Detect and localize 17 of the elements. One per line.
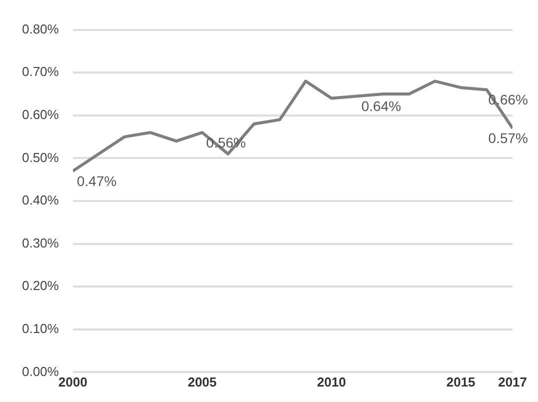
x-tick-label: 2015 xyxy=(446,374,476,390)
annotation: 0.64% xyxy=(361,98,402,114)
y-tick-label: 0.20% xyxy=(22,278,60,294)
x-tick-label: 2010 xyxy=(317,374,346,390)
x-tick-label: 2000 xyxy=(58,374,88,390)
y-tick-label: 0.30% xyxy=(22,235,60,250)
y-tick-label: 0.10% xyxy=(22,320,60,336)
y-tick-label: 0.70% xyxy=(22,64,60,80)
y-tick-label: 0.60% xyxy=(22,106,60,122)
y-tick-label: 0.00% xyxy=(22,364,60,379)
y-tick-label: 0.40% xyxy=(22,192,60,208)
y-tick-label: 0.50% xyxy=(22,150,60,165)
x-tick-label: 2017 xyxy=(498,374,527,390)
x-tick-label: 2005 xyxy=(188,374,217,390)
annotation: 0.57% xyxy=(488,130,528,146)
y-tick-label: 0.80% xyxy=(22,21,60,36)
annotation: 0.47% xyxy=(76,172,117,189)
